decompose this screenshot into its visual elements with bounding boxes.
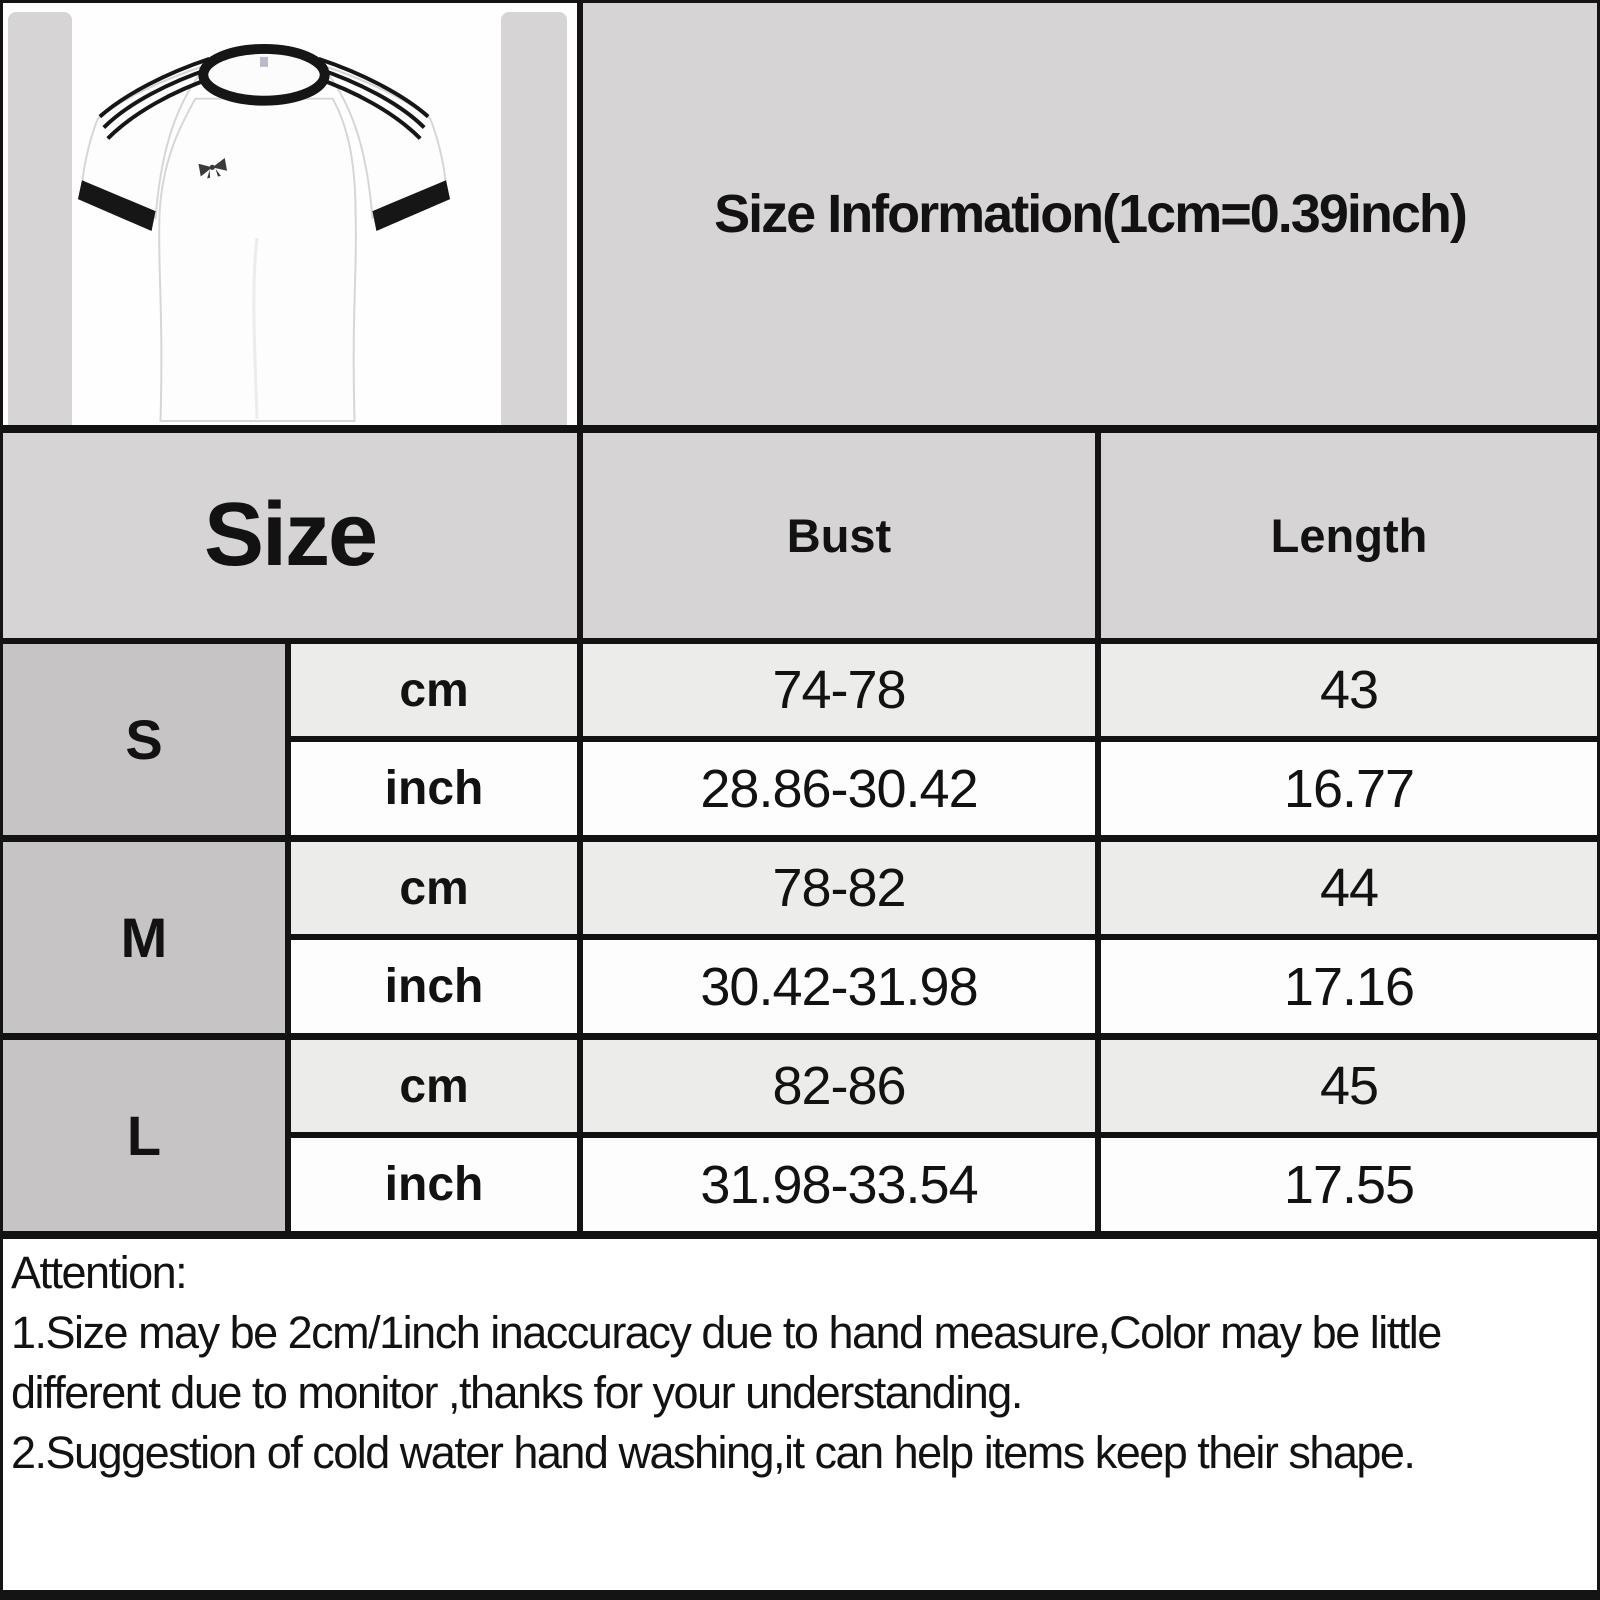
unit-label-cm: cm (399, 663, 469, 717)
bust-value-inch: 31.98-33.54 (700, 1154, 978, 1215)
attention-note1-line2: different due to monitor ,thanks for you… (11, 1367, 1023, 1418)
row-m-inch: inch 30.42-31.98 17.16 (291, 940, 1597, 1033)
bust-value-inch: 28.86-30.42 (700, 758, 978, 819)
size-label: L (126, 1104, 162, 1167)
length-value-cell: 43 (1101, 644, 1597, 736)
bust-value-inch: 30.42-31.98 (700, 956, 978, 1017)
unit-label-inch: inch (384, 960, 484, 1013)
bust-value-cm: 74-78 (772, 660, 906, 720)
unit-cell: cm (291, 842, 583, 934)
unit-label-cm: cm (399, 861, 469, 915)
tshirt-collar-tag (260, 56, 268, 67)
row-l-cm: cm 82-86 45 (291, 1040, 1597, 1132)
divider-group (3, 1033, 1597, 1040)
divider-top-band (3, 425, 1597, 433)
bust-header-label: Bust (786, 509, 892, 562)
bust-value-cell: 31.98-33.54 (583, 1138, 1101, 1231)
product-photo-panel (3, 3, 583, 425)
unit-cell: cm (291, 644, 583, 736)
tshirt-crease (252, 237, 259, 420)
divider-sub (291, 1132, 1597, 1138)
length-value-inch: 17.16 (1283, 956, 1415, 1017)
bust-value-cm: 78-82 (772, 858, 906, 918)
tshirt-right-cuff (372, 180, 451, 232)
bust-value-cell: 30.42-31.98 (583, 940, 1101, 1033)
length-value-cell: 45 (1101, 1040, 1597, 1132)
unit-cell: inch (291, 1138, 583, 1231)
size-row-m-values: cm 78-82 44 inch 30.42-31.98 17.16 (291, 842, 1597, 1033)
size-row-s-values: cm 74-78 43 inch 28.86-30.42 16.77 (291, 644, 1597, 835)
size-row-s: S cm 74-78 43 inch 28.86-30.42 16.77 (3, 644, 1597, 835)
length-value-inch: 17.55 (1283, 1154, 1415, 1215)
attention-note2: 2.Suggestion of cold water hand washing,… (11, 1427, 1416, 1478)
bust-value-cell: 74-78 (583, 644, 1101, 736)
length-header-label: Length (1270, 509, 1428, 562)
size-label: M (120, 906, 168, 969)
length-value-cm: 45 (1319, 1056, 1379, 1116)
unit-cell: cm (291, 1040, 583, 1132)
attention-note1-line1: 1.Size may be 2cm/1inch inaccuracy due t… (11, 1307, 1442, 1358)
size-label-cell-l: L (3, 1040, 291, 1231)
unit-cell: inch (291, 940, 583, 1033)
row-l-inch: inch 31.98-33.54 17.55 (291, 1138, 1597, 1231)
bust-value-cell: 28.86-30.42 (583, 742, 1101, 835)
length-value-cm: 44 (1319, 858, 1379, 918)
length-value-cell: 16.77 (1101, 742, 1597, 835)
tshirt-torso (158, 97, 357, 423)
bust-value-cell: 82-86 (583, 1040, 1101, 1132)
divider-table-bottom (3, 1231, 1597, 1239)
size-header-cell: Size (3, 433, 583, 638)
length-value-cell: 44 (1101, 842, 1597, 934)
divider-group (3, 835, 1597, 842)
size-label-cell-m: M (3, 842, 291, 1033)
length-header-cell: Length (1101, 433, 1597, 638)
divider-header (3, 638, 1597, 644)
row-m-cm: cm 78-82 44 (291, 842, 1597, 934)
length-value-inch: 16.77 (1283, 758, 1415, 819)
size-row-l-values: cm 82-86 45 inch 31.98-33.54 17.55 (291, 1040, 1597, 1231)
row-s-inch: inch 28.86-30.42 16.77 (291, 742, 1597, 835)
row-s-cm: cm 74-78 43 (291, 644, 1597, 736)
size-row-l: L cm 82-86 45 inch 31.98-33.54 17.55 (3, 1040, 1597, 1231)
tshirt-bow-logo (198, 158, 228, 179)
attention-heading: Attention: (11, 1247, 188, 1298)
unit-cell: inch (291, 742, 583, 835)
size-label-cell-s: S (3, 644, 291, 835)
tshirt-left-cuff (77, 180, 156, 232)
photo-side-bar-left (8, 12, 72, 425)
tshirt-right-sleeve (317, 62, 448, 220)
unit-label-inch: inch (384, 1158, 484, 1211)
length-value-cell: 17.16 (1101, 940, 1597, 1033)
table-header-row: Size Bust Length (3, 433, 1597, 638)
size-label: S (125, 708, 163, 771)
tshirt-product-image (77, 43, 451, 423)
tshirt-collar-ring (198, 43, 330, 106)
photo-side-bar-right (501, 12, 567, 425)
bust-header-cell: Bust (583, 433, 1101, 638)
length-value-cm: 43 (1319, 660, 1379, 720)
size-row-m: M cm 78-82 44 inch 30.42-31.98 17.16 (3, 842, 1597, 1033)
bust-value-cell: 78-82 (583, 842, 1101, 934)
size-information-title: Size Information(1cm=0.39inch) (714, 184, 1468, 244)
unit-label-inch: inch (384, 762, 484, 815)
title-panel: Size Information(1cm=0.39inch) (583, 3, 1597, 425)
tshirt-left-sleeve (80, 62, 211, 220)
divider-sub (291, 934, 1597, 940)
length-value-cell: 17.55 (1101, 1138, 1597, 1231)
size-header-label: Size (203, 485, 378, 585)
bust-value-cm: 82-86 (772, 1056, 906, 1116)
divider-sub (291, 736, 1597, 742)
attention-section: Attention: 1.Size may be 2cm/1inch inacc… (3, 1239, 1597, 1590)
unit-label-cm: cm (399, 1059, 469, 1113)
top-band: Size Information(1cm=0.39inch) (3, 3, 1597, 425)
